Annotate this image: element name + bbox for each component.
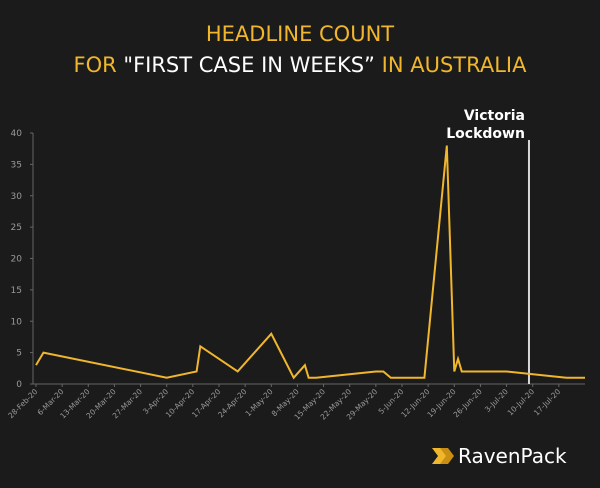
data-line bbox=[35, 145, 585, 380]
annotation-text: Victoria bbox=[464, 108, 525, 124]
logo-icon bbox=[440, 448, 454, 464]
y-tick-label: 35 bbox=[11, 160, 22, 170]
chart-subtitle: FOR "FIRST CASE IN WEEKS” IN AUSTRALIA bbox=[74, 53, 528, 77]
title-part: IN AUSTRALIA bbox=[382, 53, 527, 77]
y-tick-label: 25 bbox=[11, 223, 22, 233]
chart-title: HEADLINE COUNT bbox=[206, 22, 394, 46]
y-tick-label: 15 bbox=[11, 286, 22, 296]
y-tick-label: 0 bbox=[16, 380, 22, 390]
y-tick-label: 40 bbox=[11, 129, 23, 139]
logo-text: RavenPack bbox=[458, 444, 567, 468]
y-tick-label: 10 bbox=[11, 317, 23, 327]
y-tick-label: 20 bbox=[11, 255, 23, 265]
title-part: "FIRST CASE IN WEEKS” bbox=[123, 53, 375, 77]
y-tick-label: 5 bbox=[16, 349, 22, 359]
title-part: FOR bbox=[74, 53, 117, 77]
annotation-text: Lockdown bbox=[446, 126, 525, 142]
logo: RavenPack bbox=[432, 444, 567, 468]
y-tick-label: 30 bbox=[11, 192, 23, 202]
